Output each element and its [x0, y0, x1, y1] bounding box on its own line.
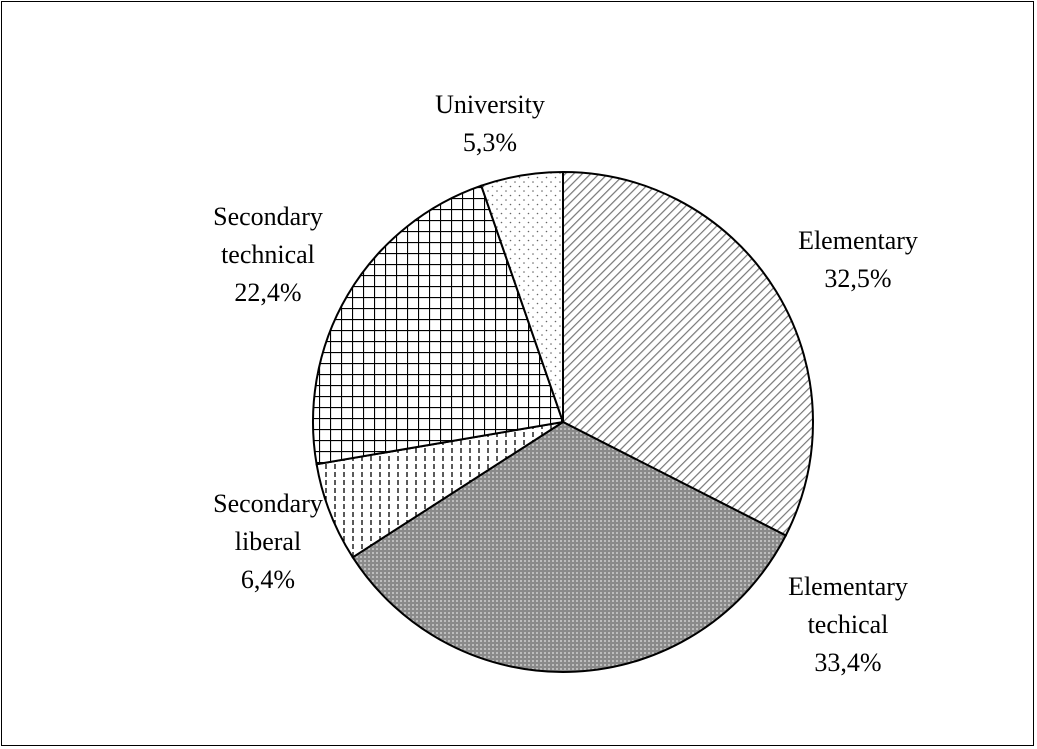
- slice-label: Elementary: [798, 226, 918, 255]
- slice-label: Elementary techical: [788, 572, 908, 639]
- pie-slice: [480, 170, 564, 423]
- pie-slice: [562, 170, 815, 537]
- slice-value: 32,5%: [824, 264, 892, 293]
- slice-value: 33,4%: [814, 648, 882, 677]
- pie-slice: [312, 184, 565, 466]
- slice-label: Secondary technical: [213, 202, 323, 269]
- slice-label: University: [435, 90, 545, 119]
- slice-value: 22,4%: [234, 278, 302, 307]
- pie-slice: [351, 420, 788, 673]
- slice-value: 5,3%: [462, 128, 518, 157]
- slice-label: Secondary liberal: [213, 489, 323, 556]
- slice-value: 6,4%: [240, 565, 296, 594]
